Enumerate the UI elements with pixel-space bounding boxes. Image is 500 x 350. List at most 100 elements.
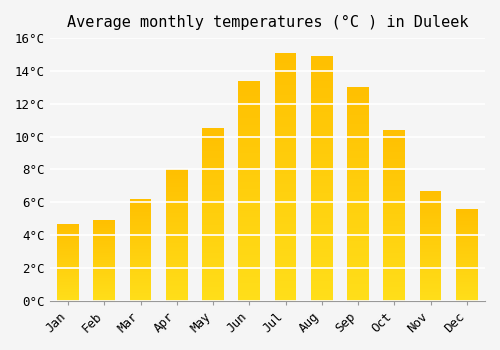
Bar (238, 173, 260, 175)
Bar (130, 259, 152, 260)
Bar (130, 211, 152, 212)
Bar (274, 177, 296, 179)
Bar (166, 282, 188, 284)
Bar (238, 239, 260, 241)
Bar (420, 199, 442, 201)
Bar (384, 257, 405, 258)
Bar (130, 247, 152, 248)
Bar (420, 299, 442, 300)
Bar (57, 291, 79, 292)
Bar (238, 114, 260, 116)
Bar (202, 146, 224, 147)
Bar (420, 225, 442, 226)
Bar (57, 298, 79, 299)
Bar (238, 272, 260, 274)
Bar (456, 266, 477, 267)
Bar (274, 155, 296, 157)
Bar (420, 291, 442, 292)
Bar (311, 156, 332, 159)
Bar (274, 217, 296, 219)
Bar (311, 115, 332, 117)
Bar (384, 239, 405, 241)
Bar (456, 251, 477, 252)
Bar (347, 152, 369, 154)
Bar (57, 251, 79, 252)
Bar (130, 201, 152, 202)
Bar (456, 282, 477, 284)
Bar (384, 229, 405, 231)
Bar (130, 254, 152, 255)
Bar (94, 262, 115, 263)
Bar (94, 246, 115, 247)
Bar (202, 147, 224, 149)
Bar (456, 233, 477, 234)
Bar (311, 174, 332, 176)
Bar (238, 151, 260, 153)
Bar (384, 173, 405, 175)
Bar (347, 228, 369, 230)
Bar (94, 221, 115, 222)
Bar (420, 235, 442, 236)
Bar (202, 299, 224, 301)
Bar (420, 234, 442, 235)
Bar (347, 96, 369, 98)
Bar (311, 166, 332, 169)
Bar (94, 261, 115, 262)
Bar (274, 197, 296, 199)
Bar (166, 237, 188, 238)
Bar (456, 289, 477, 290)
Bar (420, 236, 442, 237)
Bar (347, 222, 369, 224)
Bar (202, 173, 224, 175)
Bar (456, 232, 477, 233)
Bar (420, 261, 442, 262)
Bar (456, 278, 477, 279)
Bar (347, 109, 369, 111)
Bar (130, 253, 152, 254)
Bar (347, 134, 369, 136)
Bar (238, 276, 260, 279)
Bar (311, 66, 332, 68)
Bar (202, 163, 224, 164)
Bar (57, 266, 79, 267)
Bar (130, 210, 152, 211)
Bar (94, 266, 115, 267)
Bar (274, 120, 296, 122)
Bar (311, 142, 332, 144)
Bar (238, 164, 260, 167)
Bar (347, 282, 369, 284)
Bar (274, 189, 296, 192)
Bar (238, 105, 260, 107)
Bar (420, 265, 442, 266)
Bar (347, 121, 369, 124)
Bar (57, 232, 79, 233)
Bar (130, 272, 152, 273)
Bar (130, 219, 152, 220)
Bar (94, 235, 115, 236)
Bar (420, 192, 442, 193)
Bar (420, 262, 442, 264)
Bar (420, 275, 442, 276)
Bar (384, 130, 405, 132)
Bar (347, 245, 369, 247)
Bar (347, 220, 369, 222)
Bar (274, 179, 296, 182)
Bar (384, 156, 405, 158)
Bar (420, 253, 442, 255)
Bar (456, 256, 477, 257)
Bar (94, 270, 115, 271)
Bar (202, 272, 224, 273)
Bar (384, 203, 405, 205)
Bar (238, 195, 260, 197)
Bar (238, 290, 260, 292)
Bar (130, 230, 152, 231)
Bar (311, 228, 332, 230)
Bar (166, 197, 188, 198)
Bar (57, 272, 79, 273)
Bar (202, 294, 224, 296)
Bar (166, 280, 188, 281)
Bar (274, 140, 296, 142)
Bar (202, 268, 224, 270)
Bar (420, 270, 442, 271)
Bar (238, 147, 260, 149)
